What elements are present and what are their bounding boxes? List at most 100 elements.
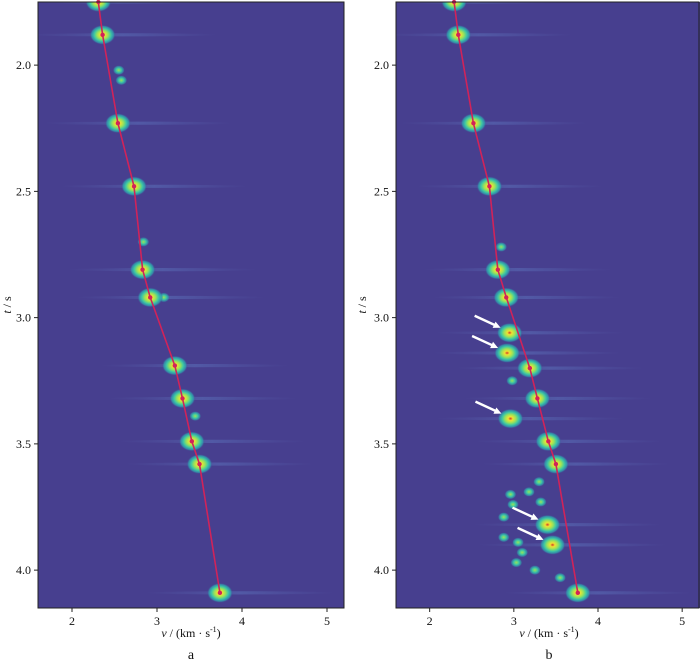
peak-marker-8 [189,439,195,444]
arrow-head-1 [490,341,499,349]
y-tick-label-3: 3.5 [16,437,31,451]
panel-a-background [38,2,344,608]
streak-2 [42,121,233,125]
panel-b-frame [395,1,700,609]
streak-13 [472,523,663,527]
secondary-spot-13 [554,572,567,583]
arrow-shaft-3 [511,506,537,520]
streak-1 [396,33,574,37]
panel-b-x-ticks: 2 3 4 5 [427,608,685,628]
peak-marker-6 [172,363,178,368]
streak-5 [431,295,622,300]
secondary-spot-12 [522,486,535,497]
peak-marker-1 [456,32,461,38]
y-tick-label-0: 2.0 [374,58,389,72]
panel-a-frame [37,1,345,609]
peak-marker-10 [575,590,580,596]
streak-1 [38,33,218,37]
streak-15 [502,591,693,595]
arrow-shaft-2 [474,400,500,414]
streak-2 [398,121,589,125]
arrow-shaft-1 [471,334,496,348]
panel-a-y-ticks: 2.0 2.5 3.0 3.5 4.0 [16,58,38,577]
secondary-spot-6 [497,532,510,543]
peak-marker-3 [487,184,492,189]
peak-marker-10 [217,590,223,596]
streak-4 [422,268,613,272]
streak-9 [124,462,315,466]
streak-4 [67,268,258,272]
secondary-spot-4 [506,499,519,510]
x-tick-label-2: 4 [595,614,601,628]
arrow-head-2 [493,407,502,414]
energy-peak-14 [539,534,566,555]
peak-marker-4 [495,267,501,272]
x-tick-label-3: 5 [324,614,330,628]
peak-marker-6 [527,365,533,371]
streak-14 [477,543,668,547]
peak-marker-7 [180,396,185,401]
y-tick-label-4: 4.0 [16,563,31,577]
streak-6 [434,331,625,335]
peak-marker-9 [553,461,559,467]
peak-marker-1 [100,32,105,38]
streak-3 [59,184,250,188]
secondary-spot-9 [510,557,523,568]
y-tick-label-1: 2.5 [16,184,31,198]
arrow-3 [511,506,539,520]
y-tick-label-2: 3.0 [16,311,31,325]
energy-peak-13 [534,514,561,535]
streak-9 [462,396,653,401]
secondary-spot-0 [495,241,508,252]
peak-marker-7 [535,396,540,401]
panel-b-x-label: v / (km · s-1) [519,625,578,640]
panel-a-streaks [38,2,335,595]
panel-b-background [396,2,700,608]
peak-marker-5 [504,295,509,300]
y-tick-label-3: 3.5 [374,437,389,451]
streak-8 [454,366,645,370]
x-tick-label-1: 3 [154,614,160,628]
streak-8 [116,439,307,443]
x-tick-label-2: 4 [239,614,245,628]
energy-peak-7 [494,342,521,363]
panel-a-x-label: v / (km · s-1) [161,625,220,640]
peak-marker-3 [131,184,137,189]
x-tick-label-0: 2 [69,614,75,628]
y-tick-label-2: 3.0 [374,311,389,325]
secondary-spot-1 [115,75,128,86]
y-tick-label-0: 2.0 [16,58,31,72]
secondary-spot-4 [189,411,202,422]
secondary-spot-11 [534,496,547,507]
secondary-spot-1 [506,375,519,386]
x-tick-label-1: 3 [511,614,517,628]
streak-7 [107,396,298,401]
streak-10 [144,591,335,595]
streak-10 [435,417,626,421]
panel-b-y-label: t / s [355,296,369,314]
streak-11 [473,439,664,443]
panel-b: 2 3 4 5 2.0 2.5 3.0 3.5 4.0 v / (km · s-1) t / … [355,0,700,663]
peak-marker-2 [115,121,121,126]
streak-7 [432,351,623,355]
panel-a-x-ticks: 2 3 4 5 [69,608,330,628]
secondary-spot-10 [528,565,541,576]
peak-marker-4 [140,267,145,272]
energy-peak-10 [497,408,524,429]
secondary-spot-5 [497,512,510,523]
arrow-0 [474,314,501,328]
streak-6 [99,364,290,368]
y-tick-label-1: 2.5 [374,184,389,198]
y-tick-label-4: 4.0 [374,563,389,577]
panel-b-arrows [471,314,544,541]
panel-b-secondary-spots [495,241,567,583]
peak-marker-2 [471,121,476,126]
streak-5 [75,295,266,300]
panel-b-peak-markers [451,0,580,596]
secondary-spot-8 [516,547,529,558]
panel-a-label: a [188,648,195,663]
arrow-head-0 [492,321,501,328]
arrow-head-3 [530,513,539,520]
arrow-2 [474,400,502,414]
